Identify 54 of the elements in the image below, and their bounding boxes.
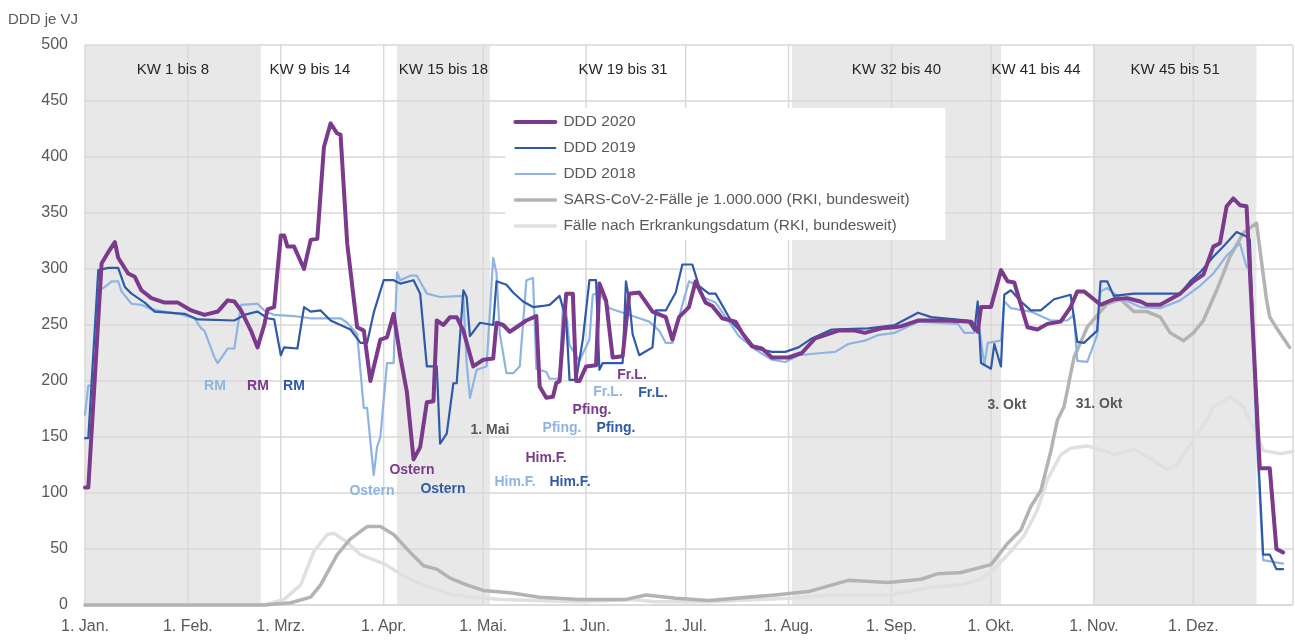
x-tick-label: 1. Nov. [1069,617,1119,634]
annotation: Fr.L. [617,365,647,382]
y-tick-label: 300 [41,259,69,277]
y-tick-label: 400 [41,147,69,165]
x-tick-label: 1. Jul. [664,617,708,634]
x-tick-label: 1. Okt. [967,617,1015,634]
x-tick-label: 1. Dez. [1168,617,1219,634]
legend-label: DDD 2020 [563,112,637,130]
annotation: Ostern [420,479,466,496]
y-tick-label: 100 [41,483,69,501]
y-tick-label: 200 [41,371,69,389]
annotation: Pfing. [542,418,582,435]
annotation: RM [204,376,226,393]
band-label: KW 45 bis 51 [1130,59,1220,77]
x-tick-label: 1. Jun. [562,617,611,634]
x-tick-label: 1. Mrz. [256,617,306,634]
y-tick-label: 450 [41,91,69,109]
annotation: 1. Mai [470,420,510,437]
annotation: KW 9 bis 14 [269,59,351,77]
annotation: Ostern [349,481,395,498]
legend-label: DDD 2019 [563,138,636,156]
x-tick-label: 1. Sep. [866,617,917,634]
annotation: Ostern [389,460,435,477]
y-tick-label: 50 [50,539,69,557]
annotation: Him.F. [494,472,536,489]
annotation: 31. Okt [1075,394,1123,411]
y-tick-label: 350 [41,203,69,221]
legend-label: Fälle nach Erkrankungsdatum (RKI, bundesweit) [563,216,897,234]
x-tick-label: 1. Mai. [459,617,508,634]
x-tick-label: 1. Jan. [60,617,110,634]
annotation: RM [247,376,269,393]
y-tick-label: 150 [41,427,69,445]
y-axis-title: DDD je VJ [8,10,79,27]
annotation: Fr.L. [638,383,668,400]
annotation: Fr.L. [593,382,623,399]
annotation: Pfing. [596,418,636,435]
annotation: KW 19 bis 31 [578,59,668,77]
y-tick-label: 0 [59,595,69,613]
annotation: Him.F. [549,472,591,489]
annotation: KW 41 bis 44 [991,59,1081,77]
annotation: Pfing. [572,400,612,417]
annotation: 3. Okt [987,395,1027,412]
annotation: RM [283,376,305,393]
x-tick-label: 1. Aug. [763,617,814,634]
y-tick-label: 250 [41,315,69,333]
y-tick-label: 500 [41,35,69,53]
legend-label: DDD 2018 [563,164,636,182]
x-tick-label: 1. Apr. [360,617,407,634]
annotation: Him.F. [525,448,567,465]
band-label: KW 1 bis 8 [136,59,210,77]
x-tick-label: 1. Feb. [162,617,213,634]
band-label: KW 15 bis 18 [398,59,489,77]
band-label: KW 32 bis 40 [851,59,942,77]
legend-label: SARS-CoV-2-Fälle je 1.000.000 (RKI, bundesweit) [563,190,910,208]
